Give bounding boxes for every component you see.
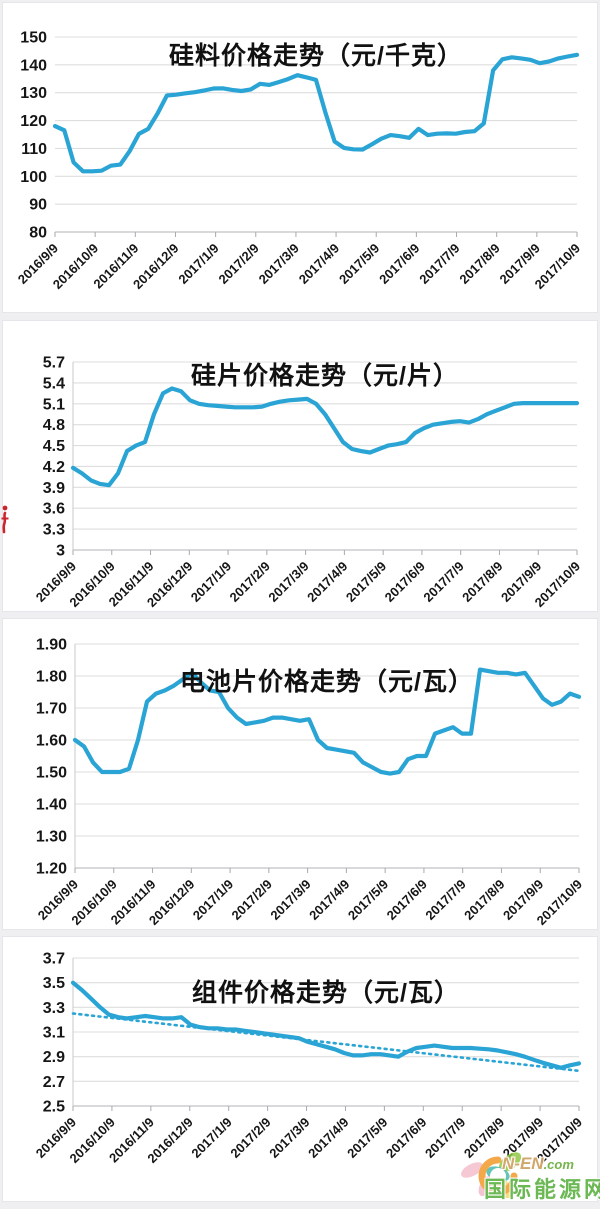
y-axis-tick-label: 120 [20, 113, 47, 130]
x-axis-tick-label: 2017/6/9 [383, 1115, 429, 1161]
watermark-flower-logo-icon [461, 1152, 522, 1199]
y-axis-tick-label: 90 [29, 197, 47, 214]
watermark: N-EN.com 国际能源网 [440, 1140, 600, 1204]
cell-chart-title: 电池片价格走势（元/瓦） [180, 667, 474, 696]
y-axis-tick-label: 80 [29, 225, 47, 242]
x-axis: 2016/9/92016/10/92016/11/92016/12/92017/… [35, 868, 585, 928]
polysilicon-chart-title: 硅料价格走势（元/千克） [169, 41, 463, 70]
y-axis-tick-label: 1.50 [36, 765, 67, 782]
x-axis-tick-label: 2017/1/9 [175, 241, 221, 287]
watermark-site-name: 国际能源网 [484, 1177, 600, 1202]
x-axis-tick-label: 2017/6/9 [382, 559, 428, 605]
y-axis-tick-label: 5.4 [43, 375, 65, 392]
y-axis-tick-label: 1.60 [36, 733, 67, 750]
y-axis-tick-label: 4.8 [43, 417, 65, 434]
gridlines: 1.90 1.80 1.70 1.60 1.50 1.40 1.30 1.20 [36, 637, 579, 878]
y-axis-tick-label: 3.7 [43, 951, 65, 968]
x-axis-tick-label: 2017/6/9 [376, 241, 422, 287]
chart-panel-cell: 1.90 1.80 1.70 1.60 1.50 1.40 1.30 1.20 2016/9/9… [2, 618, 598, 930]
y-axis-tick-label: 1.80 [36, 669, 67, 686]
y-axis-tick-label: 1.20 [36, 861, 67, 878]
y-axis-tick-label: 140 [20, 57, 47, 74]
x-axis: 2016/9/92016/10/92016/11/92016/12/92017/… [15, 232, 583, 292]
x-axis-tick-label: 2017/3/9 [267, 877, 313, 923]
y-axis-tick-label: 3.3 [43, 522, 65, 539]
price-series-line [72, 667, 582, 776]
price-series-line [52, 52, 580, 174]
y-axis-tick-label: 4.5 [43, 438, 65, 455]
y-axis-tick-label: 1.40 [36, 797, 67, 814]
chart-panel-module: 3.7 3.5 3.3 3.1 2.9 2.7 2.5 2016/9/9 2016/10/9 20… [2, 936, 598, 1202]
x-axis-tick-label: 2017/2/9 [227, 1115, 273, 1161]
y-axis-tick-label: 150 [20, 30, 47, 47]
module-chart-title: 组件价格走势（元/瓦） [192, 978, 460, 1007]
x-axis-tick-label: 2017/4/9 [304, 559, 350, 605]
x-axis-tick-label: 2017/5/9 [345, 877, 391, 923]
y-axis-tick-label: 3 [56, 543, 65, 560]
y-axis-tick-label: 1.70 [36, 701, 67, 718]
x-axis-tick-label: 2017/8/9 [459, 559, 505, 605]
x-axis: 2016/9/92016/10/92016/11/92016/12/92017/… [33, 550, 583, 610]
x-axis-tick-label: 2017/4/9 [296, 241, 342, 287]
y-axis-tick-label: 2.9 [43, 1049, 65, 1066]
x-axis-tick-label: 2017/2/9 [227, 559, 273, 605]
red-edge-mark-glyph [1, 505, 9, 534]
y-axis-tick-label: 2.7 [43, 1074, 65, 1091]
y-axis-tick-label: 130 [20, 85, 47, 102]
y-axis-tick-label: 3.9 [43, 480, 65, 497]
x-axis-tick-label: 2017/2/9 [229, 877, 275, 923]
y-axis-tick-label: 3.3 [43, 1000, 65, 1017]
red-edge-mark [0, 503, 12, 535]
x-axis-tick-label: 2017/8/9 [456, 241, 502, 287]
price-series-line [70, 386, 580, 488]
y-axis-tick-label: 2.5 [43, 1099, 65, 1116]
chart-panel-polysilicon: 150 140 130 120 110 100 90 80 2016/9/9 2016/10/9 2… [2, 2, 598, 313]
polysilicon-chart-svg: 150 140 130 120 110 100 90 802016/9/92016/10/92… [15, 30, 583, 293]
cell-chart-svg: 1.90 1.80 1.70 1.60 1.50 1.40 1.30 1.202016/9/9… [35, 637, 585, 929]
x-axis-tick-label: 2017/7/9 [416, 241, 462, 287]
y-axis-tick-label: 110 [21, 141, 47, 158]
x-axis-tick-label: 2017/3/9 [265, 559, 311, 605]
x-axis-tick-label: 2017/4/9 [305, 1115, 351, 1161]
x-axis-tick-label: 2017/6/9 [384, 877, 430, 923]
x-axis-tick-label: 2017/3/9 [256, 241, 302, 287]
y-axis-tick-label: 1.30 [36, 829, 67, 846]
x-axis-tick-label: 2017/1/9 [190, 877, 236, 923]
x-axis-tick-label: 2017/8/9 [461, 877, 507, 923]
y-axis-tick-label: 5.7 [43, 355, 65, 372]
wafer-chart-svg: 5.7 5.4 5.1 4.8 4.5 4.2 3.9 3.6 3.3 32016/9/92016… [33, 355, 583, 611]
x-axis-tick-label: 2017/3/9 [266, 1115, 312, 1161]
x-axis-tick-label: 2017/5/9 [336, 241, 382, 287]
trend-dotted-line [71, 1012, 581, 1073]
watermark-site-text: N-EN.com [502, 1154, 574, 1173]
module-chart-svg: 3.73.53.33.12.92.72.52016/9/92016/10/920… [33, 951, 585, 1167]
gridlines: 150 140 130 120 110 100 90 80 [20, 30, 577, 242]
x-axis-tick-label: 2017/2/9 [215, 241, 261, 287]
wafer-chart-title: 硅片价格走势（元/片） [191, 361, 459, 390]
gridlines: 3.7 3.5 3.3 3.1 2.9 2.7 2.5 [43, 951, 579, 1116]
y-axis-tick-label: 4.2 [43, 459, 65, 476]
x-axis-tick-label: 2017/7/9 [420, 559, 466, 605]
y-axis-tick-label: 100 [20, 169, 47, 186]
gridlines: 5.7 5.4 5.1 4.8 4.5 4.2 3.9 3.6 3.3 3 [43, 355, 577, 560]
y-axis-tick-label: 3.5 [43, 975, 65, 992]
chart-panel-wafer: 5.7 5.4 5.1 4.8 4.5 4.2 3.9 3.6 3.3 3 2016/9/9 2016… [2, 320, 598, 612]
x-axis-tick-label: 2017/1/9 [188, 1115, 234, 1161]
y-axis-tick-label: 1.90 [36, 637, 67, 654]
x-axis-tick-label: 2017/4/9 [306, 877, 352, 923]
x-axis-tick-label: 2017/5/9 [344, 1115, 390, 1161]
y-axis-tick-label: 3.1 [43, 1025, 65, 1042]
x-axis-tick-label: 2017/5/9 [343, 559, 389, 605]
price-series-line [70, 980, 582, 1070]
x-axis-tick-label: 2017/7/9 [422, 877, 468, 923]
x-axis-tick-label: 2017/1/9 [188, 559, 234, 605]
y-axis-tick-label: 5.1 [43, 396, 65, 413]
y-axis-tick-label: 3.6 [43, 501, 65, 518]
